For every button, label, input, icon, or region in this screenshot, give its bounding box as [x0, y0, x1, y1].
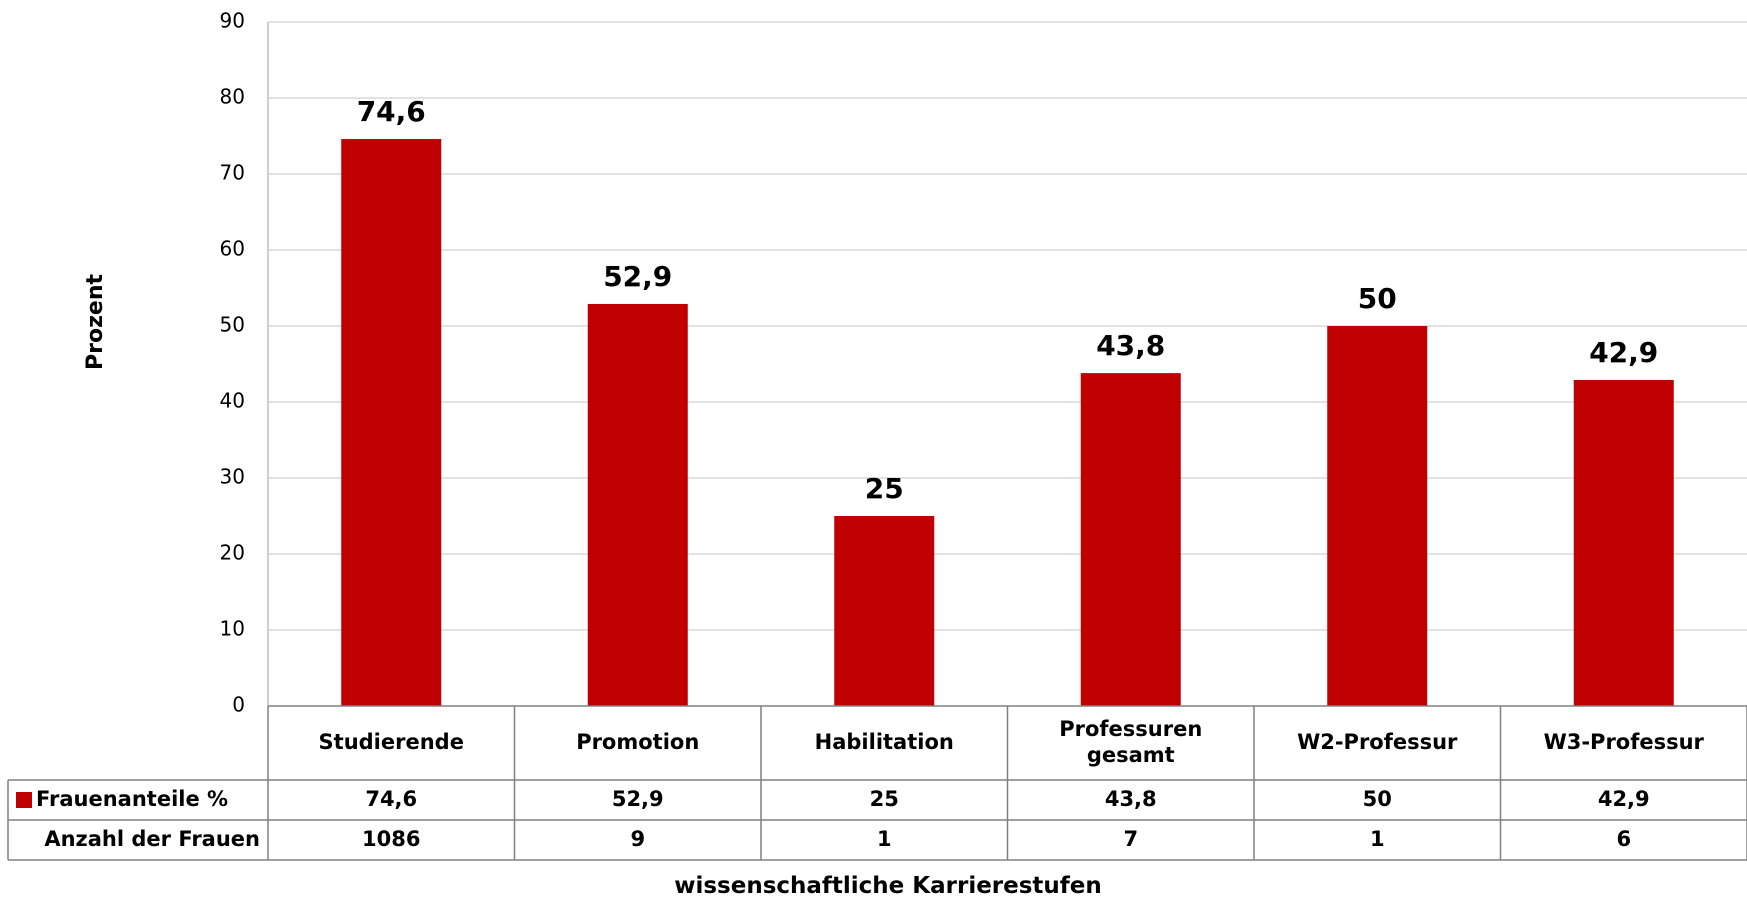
bar [1080, 373, 1181, 706]
table-cell: 7 [1123, 827, 1138, 851]
table-cell: 25 [870, 787, 899, 811]
data-label: 52,9 [603, 260, 672, 293]
x-category-label: gesamt [1087, 743, 1175, 767]
bar [834, 516, 935, 706]
table-cell: 50 [1363, 787, 1392, 811]
bar [341, 139, 442, 707]
y-tick-label: 80 [220, 85, 245, 109]
data-label: 74,6 [357, 95, 426, 128]
data-table: Studierende Promotion Habilitation Professu… [7, 705, 1747, 861]
table-cell: 42,9 [1598, 787, 1650, 811]
table-row-label: Anzahl der Frauen [44, 827, 260, 851]
x-category-label: Habilitation [815, 730, 954, 754]
y-tick-label: 40 [220, 389, 245, 413]
y-tick-label: 20 [220, 541, 245, 565]
table-cell: 1086 [362, 827, 420, 851]
bar [1327, 326, 1428, 706]
x-axis-title: wissenschaftliche Karrierestufen [674, 873, 1102, 899]
y-tick-label: 0 [232, 693, 245, 717]
legend-label: Frauenanteile % [36, 787, 228, 811]
y-tick-label: 70 [220, 161, 245, 185]
table-cell: 6 [1616, 827, 1631, 851]
y-axis-ticks: 0 10 20 30 40 50 60 70 80 90 [220, 9, 245, 717]
data-label: 25 [865, 472, 904, 505]
data-label: 42,9 [1589, 336, 1658, 369]
y-axis-title: Prozent [83, 274, 108, 370]
gridlines [267, 21, 1747, 706]
y-tick-label: 50 [220, 313, 245, 337]
y-tick-label: 10 [220, 617, 245, 641]
x-category-label: Studierende [319, 730, 464, 754]
x-category-label: W3-Professur [1544, 730, 1705, 754]
table-cell: 43,8 [1105, 787, 1157, 811]
x-category-label: Professuren [1059, 717, 1202, 741]
bar [1573, 379, 1674, 706]
legend-swatch [16, 792, 32, 808]
bar [587, 303, 688, 706]
y-tick-label: 90 [220, 9, 245, 33]
table-cell: 52,9 [612, 787, 664, 811]
table-cell: 9 [630, 827, 645, 851]
y-tick-label: 60 [220, 237, 245, 261]
data-label: 50 [1358, 282, 1397, 315]
bars [341, 139, 1674, 707]
data-label: 43,8 [1096, 329, 1165, 362]
x-category-label: W2-Professur [1297, 730, 1458, 754]
table-cell: 74,6 [365, 787, 417, 811]
x-category-label: Promotion [576, 730, 699, 754]
data-labels: 74,6 52,9 25 43,8 50 42,9 [357, 95, 1659, 505]
table-cell: 1 [1370, 827, 1385, 851]
y-tick-label: 30 [220, 465, 245, 489]
table-cell: 1 [877, 827, 892, 851]
